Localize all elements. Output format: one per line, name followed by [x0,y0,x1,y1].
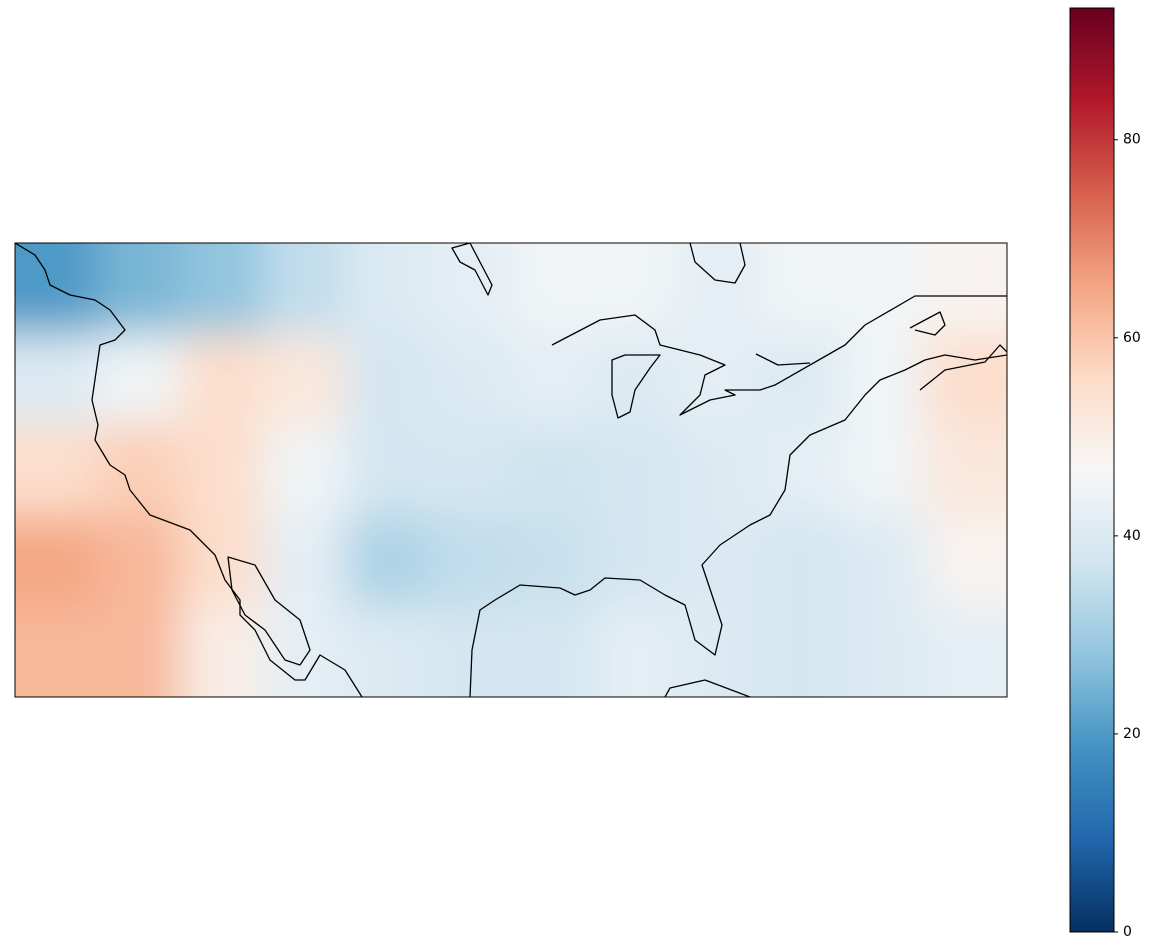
colorbar-tick-label: 40 [1123,528,1141,544]
field-cell [841,333,925,426]
field-cell [511,333,595,426]
field-cell [511,424,595,516]
field-cell [97,606,181,697]
coastline [919,344,1007,391]
field-cell [841,424,925,516]
coastline [551,295,1007,416]
field-cell [511,243,595,335]
colorbar-tick-label: 60 [1123,330,1141,346]
coastlines [15,243,1007,697]
field-cell [841,243,925,335]
field-cell [593,424,677,516]
field-cell [263,333,347,426]
field-cell [345,515,429,607]
field-cell [593,333,677,426]
colorbar-scale [1069,7,1115,933]
field-cell [676,243,760,335]
coastline [755,353,811,366]
colorbar-tick-label: 0 [1123,924,1132,940]
field-cell [924,243,1007,335]
field-cell [759,515,843,607]
field-cell [428,606,512,697]
field-cell [180,515,264,607]
field-cell [428,333,512,426]
coastline [909,311,946,336]
field-cell [263,606,347,697]
coastline [611,354,661,419]
field-cell [180,424,264,516]
field-cell [593,243,677,335]
colorbar-tick-label: 20 [1123,726,1141,742]
field-cell [841,515,925,607]
field-cell [263,243,347,335]
map-frame [14,242,1008,698]
field-cell [759,606,843,697]
field-cell [511,515,595,607]
field-cell [511,606,595,697]
field-cell [924,606,1007,697]
colorbar: 0 20 40 60 80 [1069,7,1141,940]
field-cell [97,515,181,607]
field-cell [180,243,264,335]
field-cell [15,424,99,516]
field-cell [345,243,429,335]
field-cell [345,424,429,516]
field-cell [593,515,677,607]
coastline [689,243,746,284]
field-cell [676,515,760,607]
coastline [451,243,493,296]
field-cell [15,606,99,697]
field-cell [759,243,843,335]
field-cell [676,424,760,516]
field-cell [180,333,264,426]
field-cell [263,515,347,607]
field-cell [924,424,1007,516]
field-cell [345,333,429,426]
coastline [469,354,1007,697]
field-cell [180,606,264,697]
coastline [15,243,363,697]
field-cell [676,333,760,426]
field-cell [924,515,1007,607]
field-cell [676,606,760,697]
field-cell [97,333,181,426]
field [15,243,1007,697]
colorbar-tick-label: 80 [1123,132,1141,148]
field-cell [759,424,843,516]
field-cell [593,606,677,697]
field-cell [345,606,429,697]
map-area [15,243,1007,697]
field-cell [759,333,843,426]
field-cell [924,333,1007,426]
field-cell [428,515,512,607]
field-cell [263,424,347,516]
field-cell [15,515,99,607]
field-cell [428,424,512,516]
field-cell [15,333,99,426]
field-cell [428,243,512,335]
coastline [227,556,311,666]
field-cell [97,243,181,335]
field-cell [841,606,925,697]
coastline [664,679,751,697]
